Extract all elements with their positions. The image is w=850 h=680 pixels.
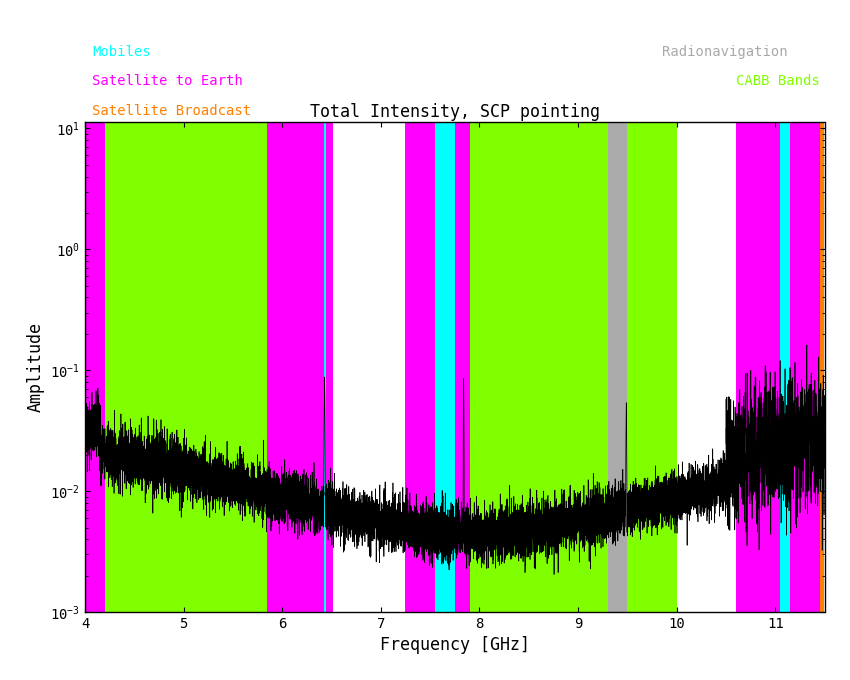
Bar	[736, 122, 744, 612]
Bar	[455, 122, 469, 612]
Title: Total Intensity, SCP pointing: Total Intensity, SCP pointing	[309, 103, 600, 121]
Bar	[819, 122, 824, 612]
Bar	[469, 122, 608, 612]
Text: Satellite Broadcast: Satellite Broadcast	[93, 103, 252, 118]
Text: Satellite to Earth: Satellite to Earth	[93, 74, 243, 88]
Bar	[85, 122, 105, 612]
Bar	[268, 122, 324, 612]
Bar	[435, 122, 455, 612]
Bar	[324, 122, 326, 612]
Bar	[105, 122, 268, 612]
Bar	[326, 122, 333, 612]
Bar	[780, 122, 790, 612]
Bar	[608, 122, 627, 612]
Bar	[405, 122, 435, 612]
Text: Mobiles: Mobiles	[93, 45, 151, 58]
Bar	[744, 122, 780, 612]
Text: CABB Bands: CABB Bands	[736, 74, 819, 88]
Y-axis label: Amplitude: Amplitude	[26, 322, 45, 412]
Bar	[627, 122, 677, 612]
Bar	[790, 122, 819, 612]
X-axis label: Frequency [GHz]: Frequency [GHz]	[380, 636, 530, 654]
Text: Radionavigation: Radionavigation	[662, 45, 787, 58]
